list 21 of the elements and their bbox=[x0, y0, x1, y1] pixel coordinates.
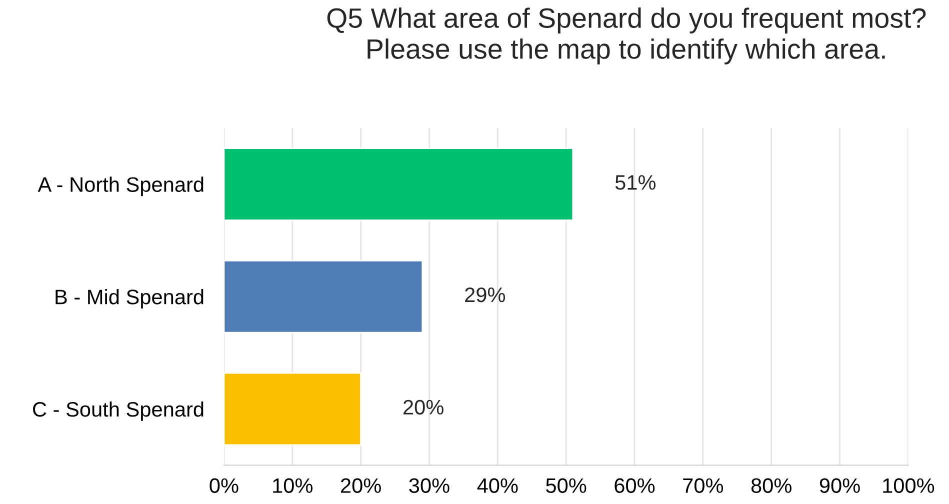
x-tick-label: 100% bbox=[883, 478, 934, 493]
chart-title: Q5 What area of Spenard do you frequent most? Please use the map to identify which area. bbox=[327, 8, 926, 64]
x-tick-label: 70% bbox=[683, 478, 724, 493]
bar bbox=[224, 260, 424, 334]
bar bbox=[224, 372, 362, 446]
x-tick-label: 50% bbox=[546, 478, 586, 493]
data-label: 29% bbox=[465, 287, 506, 302]
x-tick-label: 60% bbox=[614, 478, 655, 493]
x-tick-label: 30% bbox=[409, 478, 450, 493]
x-tick-label: 80% bbox=[751, 478, 792, 493]
y-tick-label: C - South Spenard bbox=[33, 401, 204, 421]
x-tick-label: 20% bbox=[341, 478, 381, 493]
x-tick-label: 10% bbox=[273, 478, 312, 493]
y-tick-label: B - Mid Spenard bbox=[56, 289, 204, 308]
data-label: 20% bbox=[404, 400, 444, 415]
y-tick-label: A - North Spenard bbox=[38, 176, 204, 196]
x-tick-label: 0% bbox=[210, 478, 238, 493]
x-tick-label: 40% bbox=[477, 478, 518, 493]
x-tick-label: 90% bbox=[820, 478, 860, 493]
data-label: 51% bbox=[615, 175, 656, 190]
bar bbox=[224, 148, 574, 221]
